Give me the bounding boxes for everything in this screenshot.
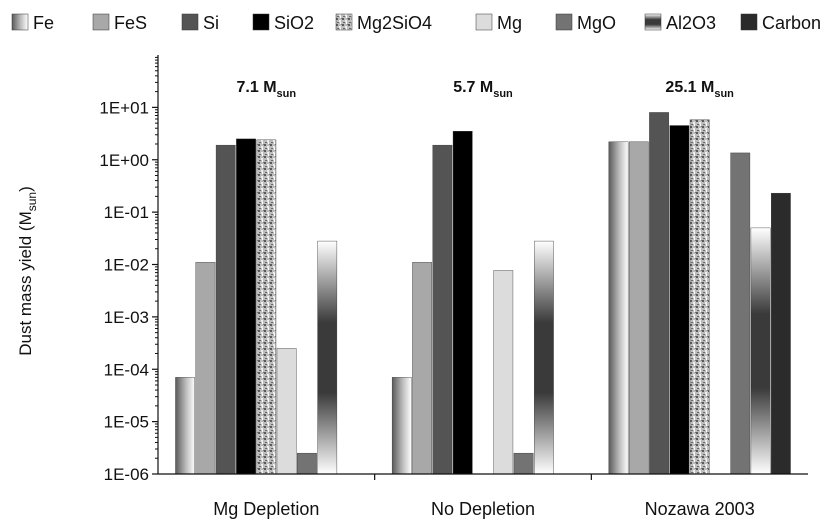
bar-mgo-nozawa-2003 (730, 152, 751, 475)
y-tick-label: 1E-05 (104, 413, 149, 432)
bar-sio2-mg-depletion (236, 138, 256, 475)
bar-al2o3-no-depletion (534, 240, 554, 475)
legend-label: SiO2 (274, 13, 314, 33)
y-tick-label: 1E-04 (104, 360, 149, 379)
bar-si-mg-depletion (215, 144, 236, 475)
legend-item-sio2: SiO2 (252, 13, 314, 33)
chart-legend: Fe FeS Si SiO2 Mg2SiO4 Mg MgO Al2O3 Carbon (11, 13, 821, 33)
legend-item-mg: Mg (475, 13, 522, 33)
legend-label: MgO (577, 13, 616, 33)
legend-label: FeS (114, 13, 147, 33)
x-axis: Mg Depletion No Depletion Nozawa 2003 (158, 473, 808, 519)
x-category-label: Nozawa 2003 (645, 499, 755, 519)
x-category-label: Mg Depletion (213, 499, 319, 519)
bar-fes-no-depletion (412, 262, 432, 475)
mass-annotations: 7.1 Msun 5.7 Msun 25.1 Msun (237, 79, 735, 100)
legend-swatch (252, 13, 270, 31)
legend-item-fes: FeS (92, 13, 147, 33)
bar-mgo-mg-depletion (297, 452, 317, 475)
bar-fe-no-depletion (391, 377, 412, 475)
bar-mg-no-depletion (493, 270, 514, 475)
legend-swatch (740, 13, 758, 31)
y-axis: 1E-06 1E-05 1E-04 1E-03 1E-02 1E-01 1E+00 1E+01 (99, 55, 159, 484)
legend-item-carbon: Carbon (740, 13, 821, 33)
plot-area (175, 112, 791, 475)
bar-sio2-nozawa-2003 (669, 125, 690, 475)
bar-al2o3-nozawa-2003 (750, 227, 771, 475)
legend-swatch (555, 13, 573, 31)
legend-swatch (475, 13, 493, 31)
legend-item-al2o3: Al2O3 (644, 13, 716, 33)
legend-label: Mg (497, 13, 522, 33)
bar-carbon-nozawa-2003 (771, 192, 791, 475)
bar-mg-mg-depletion (276, 348, 297, 475)
x-category-label: No Depletion (431, 499, 535, 519)
legend-label: Carbon (762, 13, 821, 33)
legend-item-fe: Fe (11, 13, 54, 33)
bar-fe-nozawa-2003 (608, 141, 629, 475)
y-tick-label: 1E-02 (104, 256, 149, 275)
bar-si-no-depletion (432, 144, 453, 475)
bar-fes-mg-depletion (195, 262, 216, 475)
bar-mg2sio4-nozawa-2003 (689, 119, 710, 475)
bar-al2o3-mg-depletion (317, 240, 338, 475)
y-tick-label: 1E-03 (104, 308, 149, 327)
legend-swatch (92, 13, 110, 31)
legend-item-mg2sio4: Mg2SiO4 (335, 13, 432, 33)
legend-label: Al2O3 (666, 13, 716, 33)
y-tick-label: 1E+01 (99, 98, 149, 117)
legend-swatch (335, 13, 353, 31)
bar-si-nozawa-2003 (649, 112, 669, 475)
bar-fes-nozawa-2003 (628, 141, 649, 475)
y-tick-label: 1E-01 (104, 203, 149, 222)
bar-mg2sio4-mg-depletion (256, 139, 277, 475)
legend-label: Fe (33, 13, 54, 33)
legend-swatch (11, 13, 29, 31)
legend-item-si: Si (181, 13, 219, 33)
mass-annotation: 7.1 Msun (237, 79, 297, 100)
y-axis-title: Dust mass yield (Msun) (16, 186, 39, 356)
bar-sio2-no-depletion (452, 131, 473, 475)
mass-annotation: 5.7 Msun (453, 79, 513, 100)
y-tick-label: 1E+00 (99, 151, 149, 170)
legend-label: Mg2SiO4 (357, 13, 432, 33)
bar-fe-mg-depletion (175, 377, 195, 475)
legend-swatch (181, 13, 199, 31)
legend-label: Si (203, 13, 219, 33)
bar-mgo-no-depletion (513, 452, 534, 475)
legend-swatch (644, 13, 662, 31)
mass-annotation: 25.1 Msun (665, 79, 734, 100)
y-tick-label: 1E-06 (104, 465, 149, 484)
legend-item-mgo: MgO (555, 13, 616, 33)
